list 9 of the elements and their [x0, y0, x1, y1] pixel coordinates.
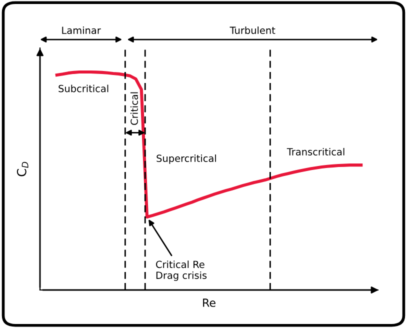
annotation: Critical Re Drag crisis: [156, 260, 207, 281]
x-axis-title: Re: [203, 298, 216, 307]
y-axis-title: C$_{D}$: [16, 162, 28, 176]
text: Laminar: [62, 26, 101, 34]
annotation: Supercritical: [156, 154, 216, 164]
annotation: Transcritical: [286, 148, 344, 156]
annotation: Critical: [130, 92, 138, 125]
annotation: Subcritical: [58, 84, 108, 92]
text: Turbulent: [230, 26, 276, 34]
